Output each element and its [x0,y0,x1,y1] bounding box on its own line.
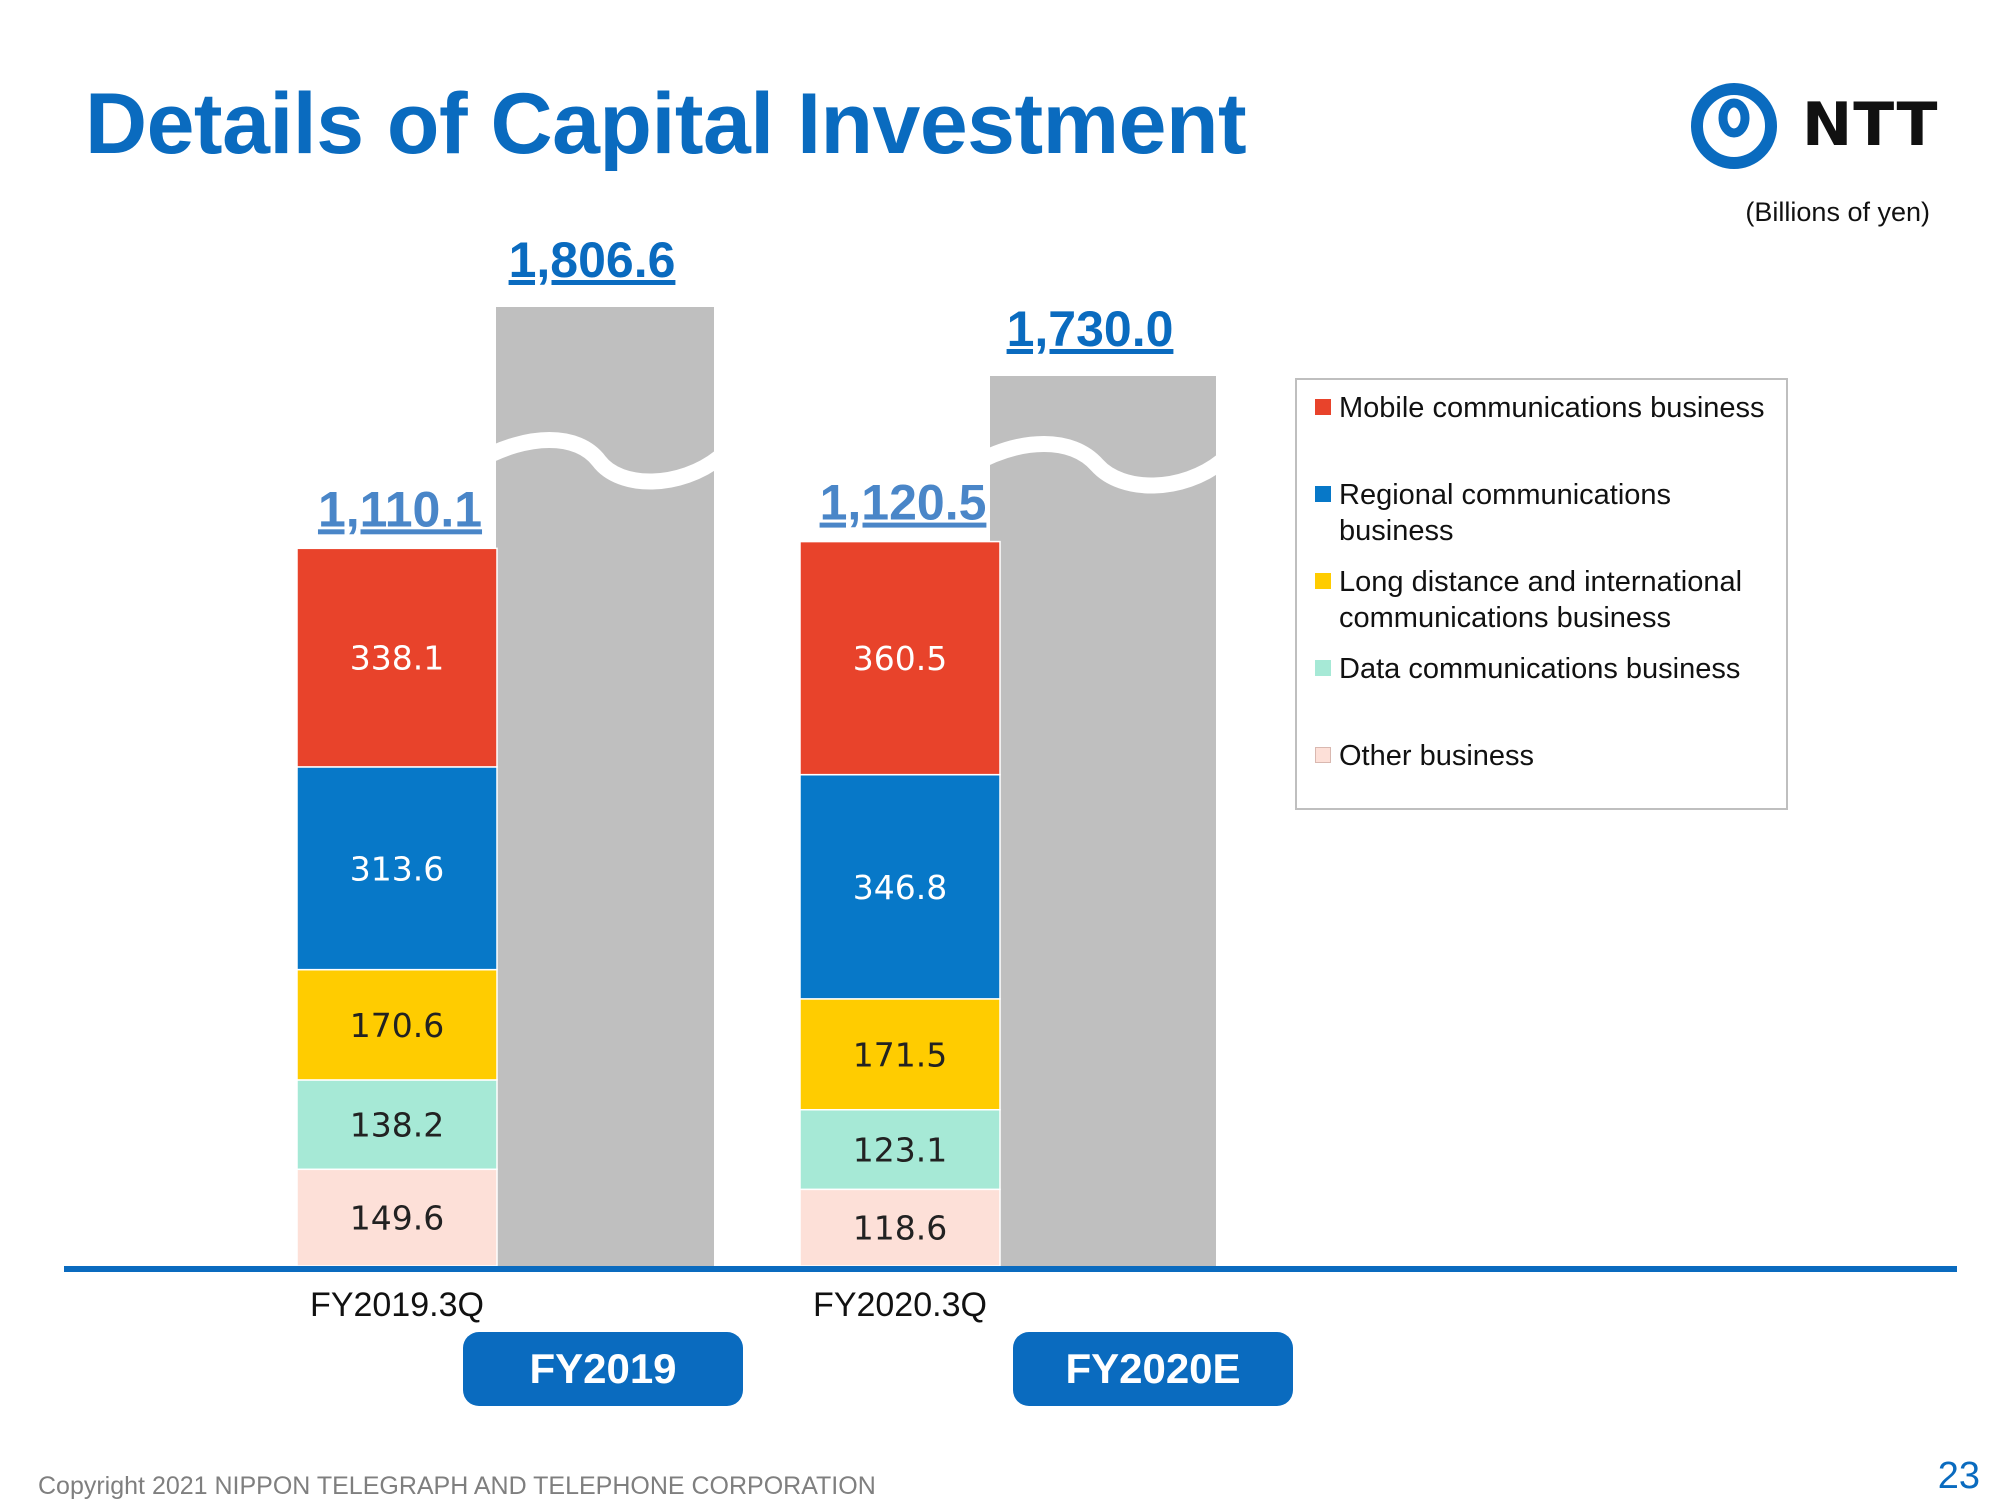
bar-segment [296,766,498,971]
page-number: 23 [1937,1455,1980,1497]
bar-segment [799,1108,1001,1191]
legend-label: Data communications business [1339,653,1741,685]
legend-swatch [1315,573,1331,589]
fy-tab-fy2020e[interactable]: FY2020E [1013,1332,1293,1406]
data-label: 171.5 [853,1035,947,1074]
bar-segment [296,1168,498,1267]
bar-segment [799,998,1001,1111]
total-label: 1,120.5 [820,475,987,531]
ntt-logo-text: NTT [1802,90,1939,160]
bar-segment [296,1079,498,1171]
legend-label: Other business [1339,740,1535,772]
legend-swatch [1315,486,1331,502]
full-year-bar [990,376,1216,1266]
full-year-bar [496,307,714,1266]
data-label: 346.8 [853,868,947,907]
chart-legend: Mobile communications business Regional … [1295,378,1788,810]
full-year-value-label: 1,730.0 [1007,301,1174,357]
legend-label: Regional communications business [1339,479,1672,547]
legend-swatch [1315,747,1331,763]
data-label: 170.6 [350,1006,444,1045]
data-label: 118.6 [853,1209,947,1248]
legend-label: Long distance and international communic… [1339,566,1743,634]
category-label: FY2020.3Q [813,1286,987,1324]
axis-break [964,436,1230,494]
legend-swatch [1315,399,1331,415]
bar-segment [296,547,498,768]
legend-label: Mobile communications business [1339,392,1765,424]
data-label: 338.1 [350,639,444,678]
data-label: 138.2 [350,1106,444,1145]
unit-note: (Billions of yen) [1745,197,1930,227]
copyright-notice: Copyright 2021 NIPPON TELEGRAPH AND TELE… [38,1472,876,1500]
legend-swatch [1315,660,1331,676]
ntt-logo: NTT [1690,82,1940,172]
bar-segment [799,540,1001,776]
category-label: FY2019.3Q [310,1286,484,1324]
ntt-logo-mark-icon [1691,83,1777,169]
slide-title: Details of Capital Investment [85,76,1247,172]
axis-break [470,432,728,490]
total-label: 1,110.1 [318,481,482,537]
bar-segment [799,773,1001,1000]
data-label: 149.6 [350,1199,444,1238]
data-label: 360.5 [853,639,947,678]
fy-tab-fy2019[interactable]: FY2019 [463,1332,743,1406]
full-year-value-label: 1,806.6 [509,232,676,288]
bar-segment [296,968,498,1081]
data-label: 313.6 [350,849,444,888]
data-label: 123.1 [853,1131,947,1170]
